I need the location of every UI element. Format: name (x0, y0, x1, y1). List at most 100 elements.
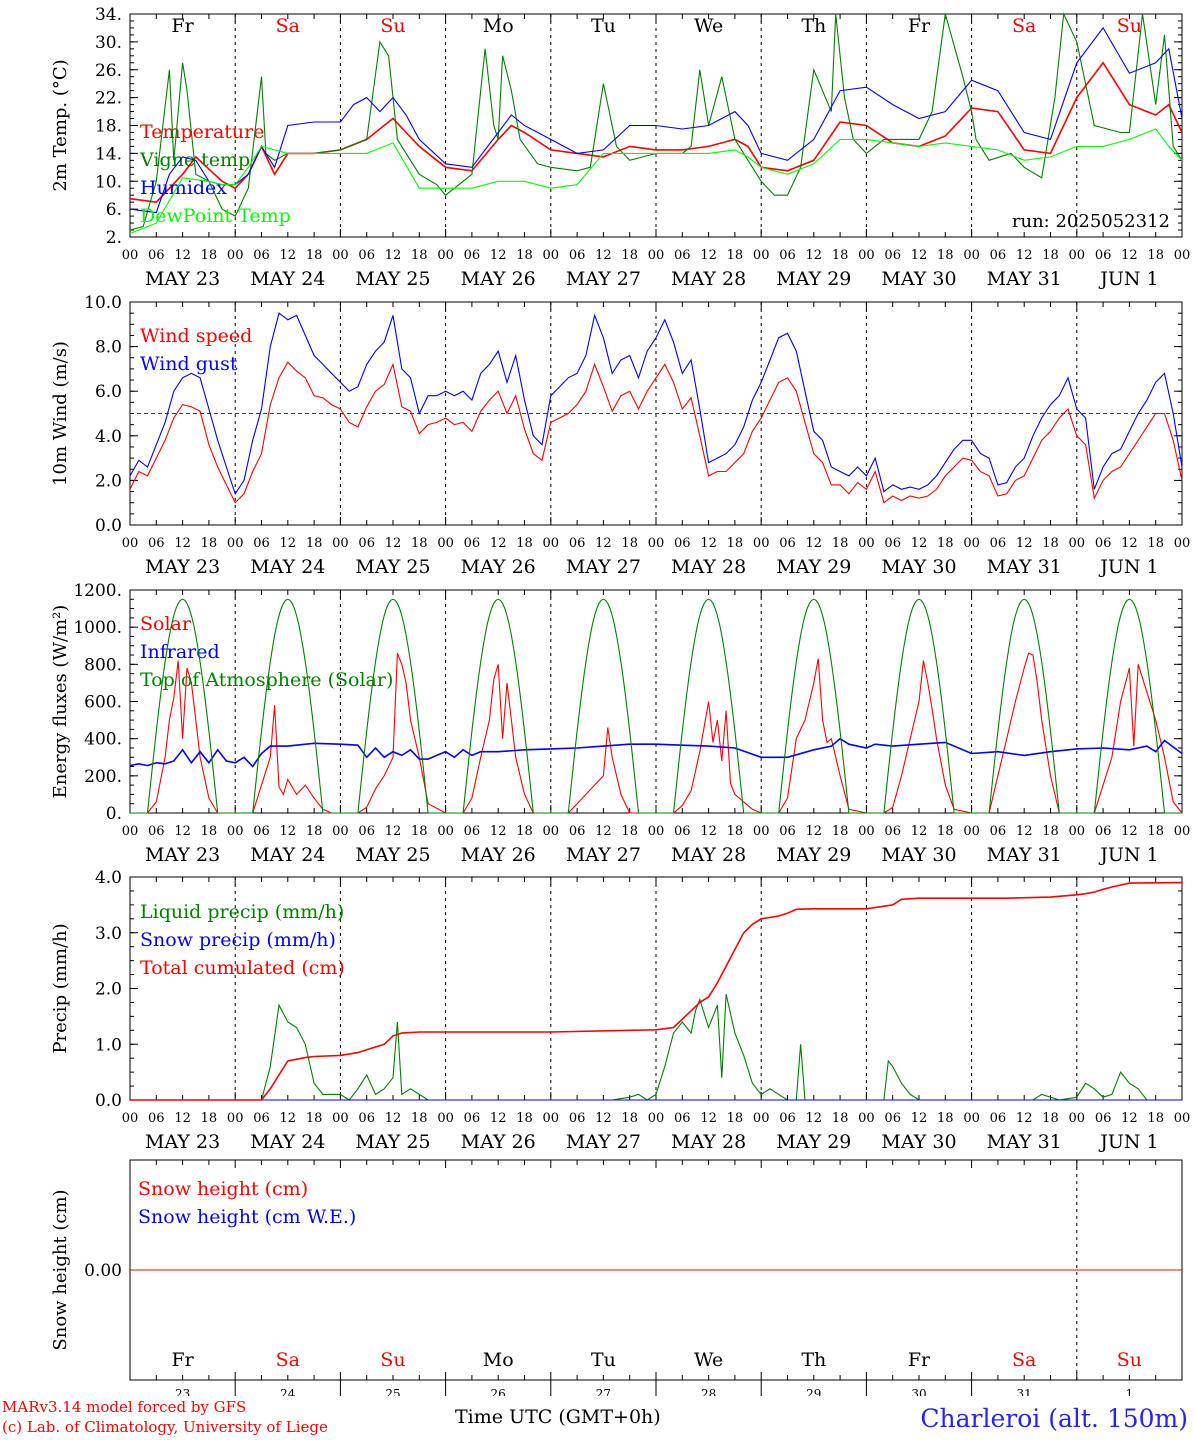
hour-label: 18 (1147, 824, 1164, 839)
date-label: MAY 31 (987, 1131, 1062, 1153)
hour-label: 06 (358, 1111, 375, 1126)
day-number: 26 (491, 1387, 506, 1396)
date-label: MAY 27 (566, 268, 641, 290)
date-label: JUN 1 (1098, 268, 1158, 290)
legend-entry: Temperature (140, 121, 264, 143)
day-abbr: Mo (483, 1349, 514, 1371)
hour-label: 18 (411, 536, 428, 551)
hour-label: 12 (490, 824, 507, 839)
hour-label: 06 (1095, 1111, 1112, 1126)
date-label: MAY 23 (145, 1131, 220, 1153)
y-tick-label: 1000. (73, 618, 122, 638)
day-number: 30 (911, 1387, 926, 1396)
hour-label: 06 (464, 1111, 481, 1126)
panel-4: 0.0 1.0 2.0 3.0 4.0 Precip (mm/h) Liquid preci… (50, 868, 1190, 1153)
hour-label: 12 (385, 248, 402, 263)
hour-label: 00 (648, 1111, 665, 1126)
hour-label: 00 (753, 824, 770, 839)
hour-label: 00 (437, 1111, 454, 1126)
hour-label: 00 (543, 1111, 560, 1126)
hour-label: 00 (332, 248, 349, 263)
hour-label: 00 (122, 1111, 139, 1126)
hour-label: 00 (227, 824, 244, 839)
hour-label: 00 (227, 536, 244, 551)
hour-label: 06 (253, 536, 270, 551)
date-label: JUN 1 (1098, 556, 1158, 578)
hour-label: 18 (937, 248, 954, 263)
hour-label: 12 (1016, 248, 1033, 263)
hour-label: 18 (621, 248, 638, 263)
hour-label: 18 (1042, 248, 1059, 263)
day-abbr: Sa (276, 1349, 300, 1371)
panel-2: 0.0 2.0 4.0 6.0 8.0 10.0 10m Wind (m/s) Wind sp… (50, 293, 1190, 578)
hour-label: 06 (1095, 248, 1112, 263)
hour-label: 00 (963, 536, 980, 551)
credit-line-2: (c) Lab. of Climatology, University of L… (2, 1418, 328, 1436)
hour-label: 12 (806, 1111, 823, 1126)
date-label: MAY 26 (461, 556, 536, 578)
hour-label: 12 (490, 248, 507, 263)
panel-5: 0.00 Snow height (cm) Snow height (cm) Snow… (50, 1159, 1183, 1396)
hour-label: 12 (911, 1111, 928, 1126)
hour-label: 12 (280, 1111, 297, 1126)
hour-label: 18 (306, 824, 323, 839)
hour-label: 00 (648, 824, 665, 839)
station-title: Charleroi (alt. 150m) (920, 1404, 1188, 1433)
hour-label: 18 (1042, 1111, 1059, 1126)
day-number: 27 (596, 1387, 611, 1396)
hour-label: 06 (884, 248, 901, 263)
hour-label: 00 (858, 248, 875, 263)
hour-label: 12 (490, 536, 507, 551)
date-label: MAY 26 (461, 268, 536, 290)
day-number: 24 (280, 1387, 296, 1396)
hour-label: 06 (779, 248, 796, 263)
day-abbr: We (694, 15, 723, 37)
y-tick-label: 0. (106, 804, 122, 824)
hour-label: 18 (937, 536, 954, 551)
y-tick-label: 0.0 (95, 516, 122, 536)
hour-label: 18 (727, 824, 744, 839)
date-label: MAY 24 (250, 844, 325, 866)
hour-label: 18 (516, 536, 533, 551)
day-abbr: Th (801, 1349, 826, 1371)
date-label: MAY 30 (881, 268, 956, 290)
date-label: MAY 28 (671, 844, 746, 866)
date-label: MAY 30 (881, 556, 956, 578)
hour-label: 00 (1069, 1111, 1086, 1126)
hour-label: 06 (884, 824, 901, 839)
hour-label: 06 (990, 824, 1007, 839)
date-label: MAY 25 (355, 844, 430, 866)
hour-label: 00 (122, 824, 139, 839)
y-tick-label: 0.0 (95, 1091, 122, 1111)
hour-label: 12 (1016, 824, 1033, 839)
day-abbr: Su (380, 15, 405, 37)
day-number: 28 (701, 1387, 716, 1396)
hour-label: 06 (253, 248, 270, 263)
hour-label: 18 (516, 1111, 533, 1126)
day-number: 29 (806, 1387, 821, 1396)
day-abbr: Sa (1012, 1349, 1036, 1371)
hour-label: 00 (1174, 1111, 1191, 1126)
legend-entry: Humidex (140, 177, 227, 199)
hour-label: 06 (779, 1111, 796, 1126)
hour-label: 18 (1147, 1111, 1164, 1126)
series-line-3 (129, 26, 1183, 214)
hour-label: 06 (674, 248, 691, 263)
hour-label: 06 (358, 824, 375, 839)
hour-label: 18 (621, 536, 638, 551)
series-line-4 (129, 128, 1183, 235)
hour-label: 00 (437, 824, 454, 839)
hour-label: 00 (122, 248, 139, 263)
hour-label: 12 (911, 824, 928, 839)
legend-entry: Top of Atmosphere (Solar) (140, 669, 393, 691)
hour-label: 12 (1121, 248, 1138, 263)
date-label: MAY 27 (566, 844, 641, 866)
panel-1: 2. 6. 10. 14. 18. 22. 26. 30. 34. 2m Temp. (°C) Te… (50, 5, 1190, 290)
y-tick-label: 18. (95, 117, 122, 137)
hour-label: 18 (411, 248, 428, 263)
hour-label: 18 (1147, 536, 1164, 551)
series-line-2 (129, 312, 1183, 496)
date-label: MAY 26 (461, 844, 536, 866)
panel-3: 0. 200. 400. 600. 800. 1000. 1200.Energy fluxe… (50, 581, 1190, 866)
date-label: MAY 23 (145, 844, 220, 866)
